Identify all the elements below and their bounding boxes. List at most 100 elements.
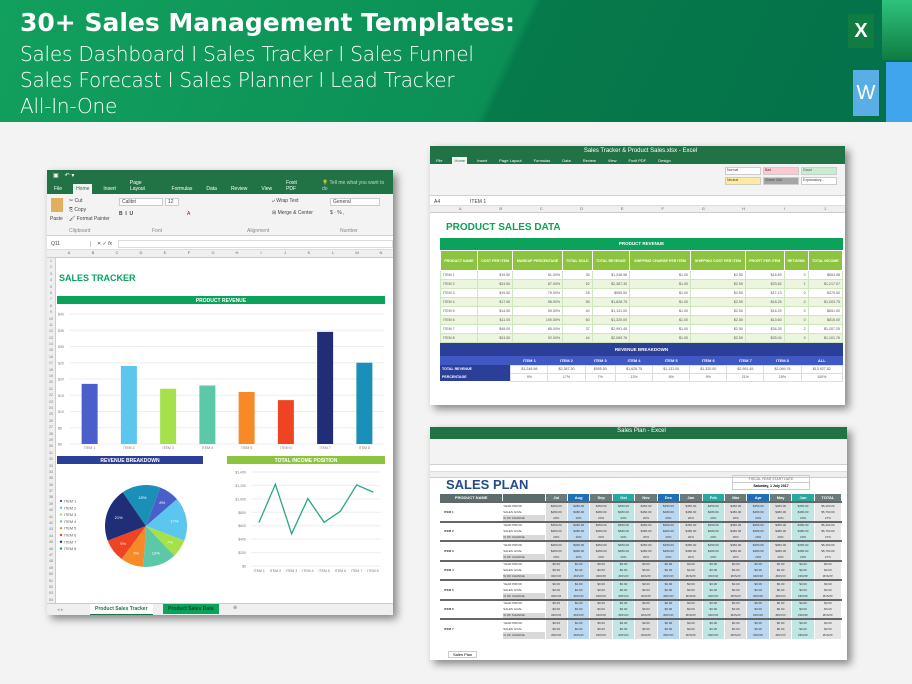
month-cell[interactable]: #DIV/0! — [746, 632, 770, 639]
month-cell[interactable]: $0.00 — [791, 598, 815, 606]
month-cell[interactable]: 20% — [724, 515, 748, 522]
row-number[interactable]: 27 — [49, 425, 53, 430]
cell-style[interactable]: Explanatory... — [801, 177, 837, 185]
product-name[interactable]: ITEM 7 — [440, 618, 504, 639]
month-cell[interactable]: 20% — [589, 554, 613, 561]
row-number[interactable]: 33 — [49, 463, 53, 468]
month-cell[interactable]: $480.00 — [567, 547, 591, 554]
row-number[interactable]: 40 — [49, 508, 53, 513]
month-cell[interactable]: $0.00 — [679, 618, 703, 626]
table-cell[interactable]: 8% — [652, 372, 691, 382]
month-cell[interactable]: $0.00 — [545, 598, 568, 606]
month-cell[interactable]: $0.00 — [679, 606, 703, 613]
column-header[interactable]: E — [163, 250, 167, 255]
month-cell[interactable]: $450.00 — [545, 501, 568, 509]
row-number[interactable]: 43 — [49, 527, 53, 532]
month-cell[interactable]: #DIV/0! — [612, 632, 636, 639]
month-cell[interactable]: $0.00 — [567, 618, 591, 626]
month-cell[interactable]: $0.00 — [545, 579, 568, 587]
month-cell[interactable]: $0.00 — [791, 567, 815, 574]
name-box[interactable]: A4 — [434, 198, 441, 205]
row-number[interactable]: 25 — [49, 412, 53, 417]
month-cell[interactable]: 20% — [679, 554, 703, 561]
column-heading[interactable]: MARKUP PERCENTAGE — [512, 250, 564, 271]
undo-icon[interactable]: ↶ ▾ — [64, 173, 75, 179]
month-cell[interactable]: $480.00 — [679, 528, 703, 535]
table-cell[interactable]: $2.50 — [689, 315, 746, 325]
month-cell[interactable]: $480.00 — [634, 547, 658, 554]
month-cell[interactable]: #DIV/0! — [589, 593, 613, 600]
month-cell[interactable]: #DIV/0! — [791, 573, 815, 580]
month-cell[interactable]: $450.00 — [589, 540, 613, 548]
month-cell[interactable]: $0.00 — [634, 625, 658, 632]
cell-style[interactable]: Good — [801, 167, 837, 175]
month-cell[interactable]: $0.00 — [567, 559, 591, 567]
table-cell[interactable]: 1 — [783, 279, 809, 289]
month-cell[interactable]: $0.00 — [746, 586, 770, 593]
table-cell[interactable]: $2,387.30 — [591, 279, 631, 289]
table-cell[interactable]: $18.69 — [744, 270, 785, 280]
table-cell[interactable]: 35 — [562, 270, 593, 280]
month-cell[interactable]: $0.00 — [634, 567, 658, 574]
table-cell[interactable]: $479.50 — [807, 288, 844, 298]
month-cell[interactable]: $450.00 — [769, 501, 793, 509]
column-header[interactable]: G — [701, 206, 705, 211]
month-cell[interactable]: $0.00 — [589, 606, 613, 613]
table-cell[interactable]: $955.50 — [591, 288, 631, 298]
table-cell[interactable]: $14.50 — [476, 306, 514, 316]
month-cell[interactable]: #DIV/0! — [657, 612, 681, 619]
month-cell[interactable]: #DIV/0! — [589, 632, 613, 639]
table-cell[interactable]: $2,069.76 — [763, 364, 802, 374]
month-cell[interactable]: $0.00 — [746, 579, 770, 587]
tab-data[interactable]: Data — [562, 158, 571, 163]
month-cell[interactable]: $480.00 — [746, 528, 770, 535]
month-cell[interactable]: $0.00 — [769, 579, 793, 587]
month-cell[interactable]: #DIV/0! — [567, 632, 591, 639]
month-cell[interactable]: $450.00 — [702, 501, 726, 509]
table-cell[interactable]: $23.82 — [744, 279, 785, 289]
table-cell[interactable]: 0 — [783, 306, 809, 316]
column-header[interactable]: B — [499, 206, 503, 211]
month-cell[interactable]: $480.00 — [567, 528, 591, 535]
row-number[interactable]: 16 — [49, 354, 53, 359]
tab-insert[interactable]: Insert — [477, 158, 488, 163]
merge-center-button[interactable]: ⊞ Merge & Center — [272, 210, 313, 216]
month-cell[interactable]: #DIV/0! — [567, 573, 591, 580]
product-name[interactable]: ITEM 5 — [440, 579, 504, 600]
month-cell[interactable]: 20% — [567, 515, 591, 522]
column-heading[interactable]: TOTAL REVENUE — [591, 250, 631, 271]
column-heading[interactable]: SHIPPING CHARGE PER ITEM — [629, 250, 691, 271]
month-cell[interactable]: $480.00 — [746, 508, 770, 515]
tab-formulas[interactable]: Formulas — [171, 186, 193, 192]
month-cell[interactable]: #DIV/0! — [634, 573, 658, 580]
product-name[interactable]: ITEM 4 — [440, 559, 504, 580]
bold-button[interactable]: B I U — [119, 211, 134, 217]
month-cell[interactable]: $0.00 — [791, 586, 815, 593]
month-cell[interactable]: 20% — [634, 554, 658, 561]
month-cell[interactable]: $0.00 — [769, 618, 793, 626]
month-cell[interactable]: $450.00 — [634, 501, 658, 509]
month-cell[interactable]: $0.00 — [724, 625, 748, 632]
month-cell[interactable]: $480.00 — [657, 528, 681, 535]
month-cell[interactable]: $450.00 — [724, 540, 748, 548]
product-name[interactable]: ITEM 1 — [440, 501, 504, 522]
month-cell[interactable]: $480.00 — [567, 508, 591, 515]
row-number[interactable]: 10 — [49, 316, 53, 321]
column-header[interactable]: E — [620, 206, 624, 211]
month-cell[interactable]: $0.00 — [657, 579, 681, 587]
table-cell[interactable]: 87.00% — [512, 279, 564, 289]
month-cell[interactable]: $480.00 — [679, 508, 703, 515]
month-cell[interactable]: 20% — [545, 554, 568, 561]
column-header[interactable]: M — [355, 250, 359, 255]
month-cell[interactable]: 20% — [791, 515, 815, 522]
column-header[interactable]: A — [67, 250, 71, 255]
table-cell[interactable]: 85.00% — [512, 324, 564, 334]
table-cell[interactable]: PERCENTAGE — [440, 373, 511, 381]
row-number[interactable]: 17 — [49, 361, 53, 366]
add-sheet-icon[interactable]: ⊕ — [233, 605, 238, 611]
month-cell[interactable]: $0.00 — [567, 579, 591, 587]
table-cell[interactable]: TOTAL REVENUE — [440, 365, 511, 373]
tab-view[interactable]: View — [261, 186, 273, 192]
table-cell[interactable]: ITEM 8 — [440, 333, 478, 343]
month-cell[interactable]: $480.00 — [545, 528, 568, 535]
